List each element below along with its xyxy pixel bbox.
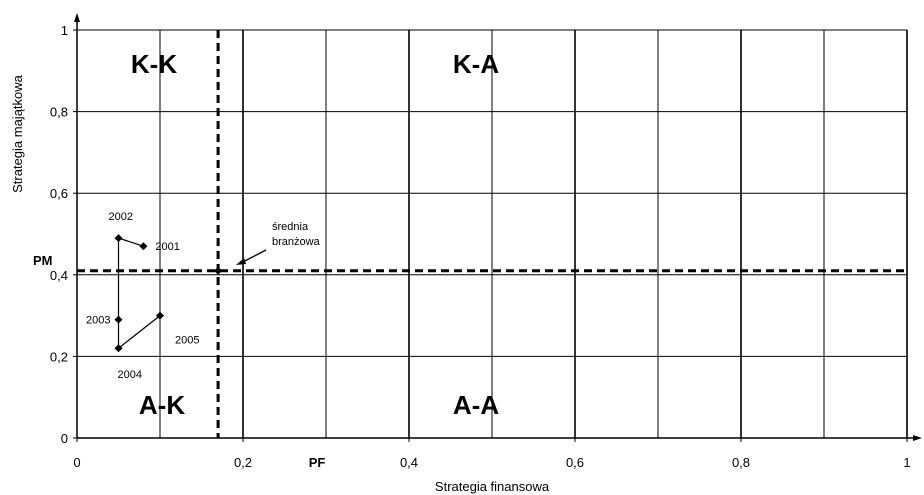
x-tick-label: 0: [73, 455, 80, 470]
average-annotation-line2: branżowa: [272, 236, 321, 248]
data-series: 2001 2002 2003 2004 2005: [86, 211, 223, 381]
average-point: [214, 266, 223, 275]
quadrant-label: A-K: [139, 390, 185, 420]
point-label: 2005: [175, 335, 199, 347]
y-axis-arrow: [74, 13, 80, 22]
grid: [77, 29, 908, 438]
point-label: 2001: [155, 241, 179, 253]
quadrant-label: K-A: [453, 49, 499, 79]
y-tick-label: 0,4: [50, 268, 68, 283]
x-tick-label: 0,6: [566, 455, 584, 470]
point-label: 2003: [86, 315, 110, 327]
y-tick-label: 0: [61, 431, 68, 446]
x-tick-label: 0,8: [732, 455, 750, 470]
y-tick-label: 1: [61, 23, 68, 38]
x-tick-label: 0,2: [234, 455, 252, 470]
x-tick-label: 1: [903, 455, 910, 470]
annotation-arrow-shaft: [240, 249, 267, 264]
data-point: [114, 344, 123, 353]
y-axis-title: Strategia majątkowa: [10, 74, 25, 193]
average-annotation-line1: średnia: [272, 221, 309, 233]
x-tick-label: 0,4: [400, 455, 418, 470]
y-tick-label: 0,8: [50, 105, 68, 120]
series-line: [117, 237, 161, 350]
reference-lines: [77, 30, 907, 438]
x-axis-arrow: [913, 435, 922, 441]
y-tick-label: 0,6: [50, 186, 68, 201]
y-tick-label: 0,2: [50, 349, 68, 364]
pm-reference-label: PM: [33, 253, 53, 268]
data-point: [114, 234, 123, 243]
x-axis-title: Strategia finansowa: [435, 479, 550, 494]
point-label: 2004: [118, 369, 142, 381]
quadrant-label: K-K: [131, 49, 177, 79]
pf-reference-label: PF: [309, 455, 326, 470]
data-point: [114, 315, 123, 324]
quadrant-label: A-A: [453, 390, 499, 420]
tick-labels: 0 0,2 0,4 0,6 0,8 1 0 0,2 0,4 0,6 0,8 1: [50, 23, 911, 470]
data-point: [156, 311, 164, 320]
point-label: 2002: [109, 211, 133, 223]
quadrant-labels: K-K K-A A-K A-A: [131, 49, 499, 420]
annotation-arrow-head: [236, 258, 246, 265]
data-point: [139, 242, 148, 251]
